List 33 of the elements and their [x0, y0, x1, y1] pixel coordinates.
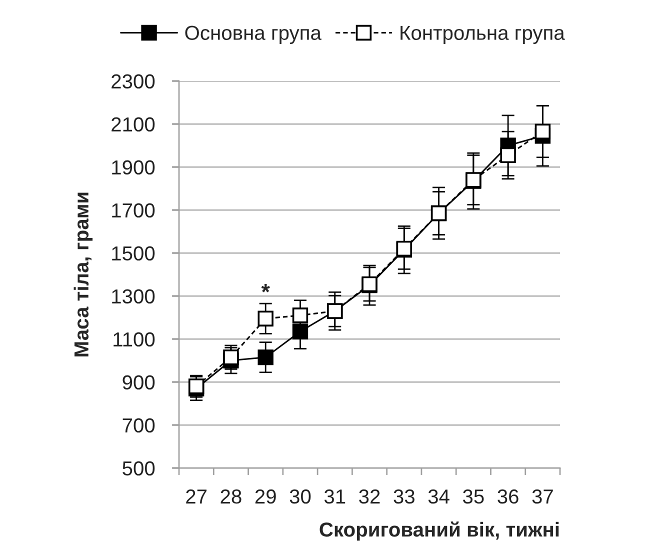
point [258, 310, 274, 326]
x-tick-label: 29 [255, 489, 276, 504]
point [292, 308, 308, 324]
y-tick-label: 900 [122, 375, 155, 390]
y-axis-title: Маса тіла, грами [74, 192, 93, 356]
point [500, 147, 516, 164]
point [534, 124, 551, 140]
x-tick-label: 35 [462, 489, 484, 504]
y-tick-label: 1700 [112, 203, 155, 218]
x-tick-label: 31 [324, 489, 346, 504]
x-tick-label: 30 [290, 489, 311, 504]
x-tick-label: 36 [498, 489, 518, 504]
x-tick-label: 32 [359, 489, 380, 504]
x-tick-label: 33 [394, 489, 414, 504]
y-tick-label: 1300 [112, 289, 155, 304]
annotation: * [261, 284, 270, 292]
x-tick-label: 27 [186, 489, 207, 504]
x-tick-label: 34 [428, 489, 450, 504]
y-tick-label: 2300 [112, 74, 155, 89]
y-tick-label: 500 [122, 461, 155, 476]
x-axis-title: Скоригований вік, тижні [320, 522, 559, 541]
legend-label: Контрольна група [400, 26, 565, 44]
y-tick-label: 1500 [112, 246, 155, 261]
y-tick-label: 700 [122, 418, 155, 433]
x-tick-label: 37 [532, 489, 553, 504]
point [292, 324, 308, 340]
y-tick-label: 1100 [114, 332, 155, 347]
legend-label: Основна група [185, 26, 322, 44]
x-tick-label: 28 [220, 489, 242, 504]
point [223, 349, 239, 366]
y-tick-label: 2100 [112, 117, 155, 132]
point [258, 349, 274, 366]
y-tick-label: 1900 [112, 160, 155, 175]
